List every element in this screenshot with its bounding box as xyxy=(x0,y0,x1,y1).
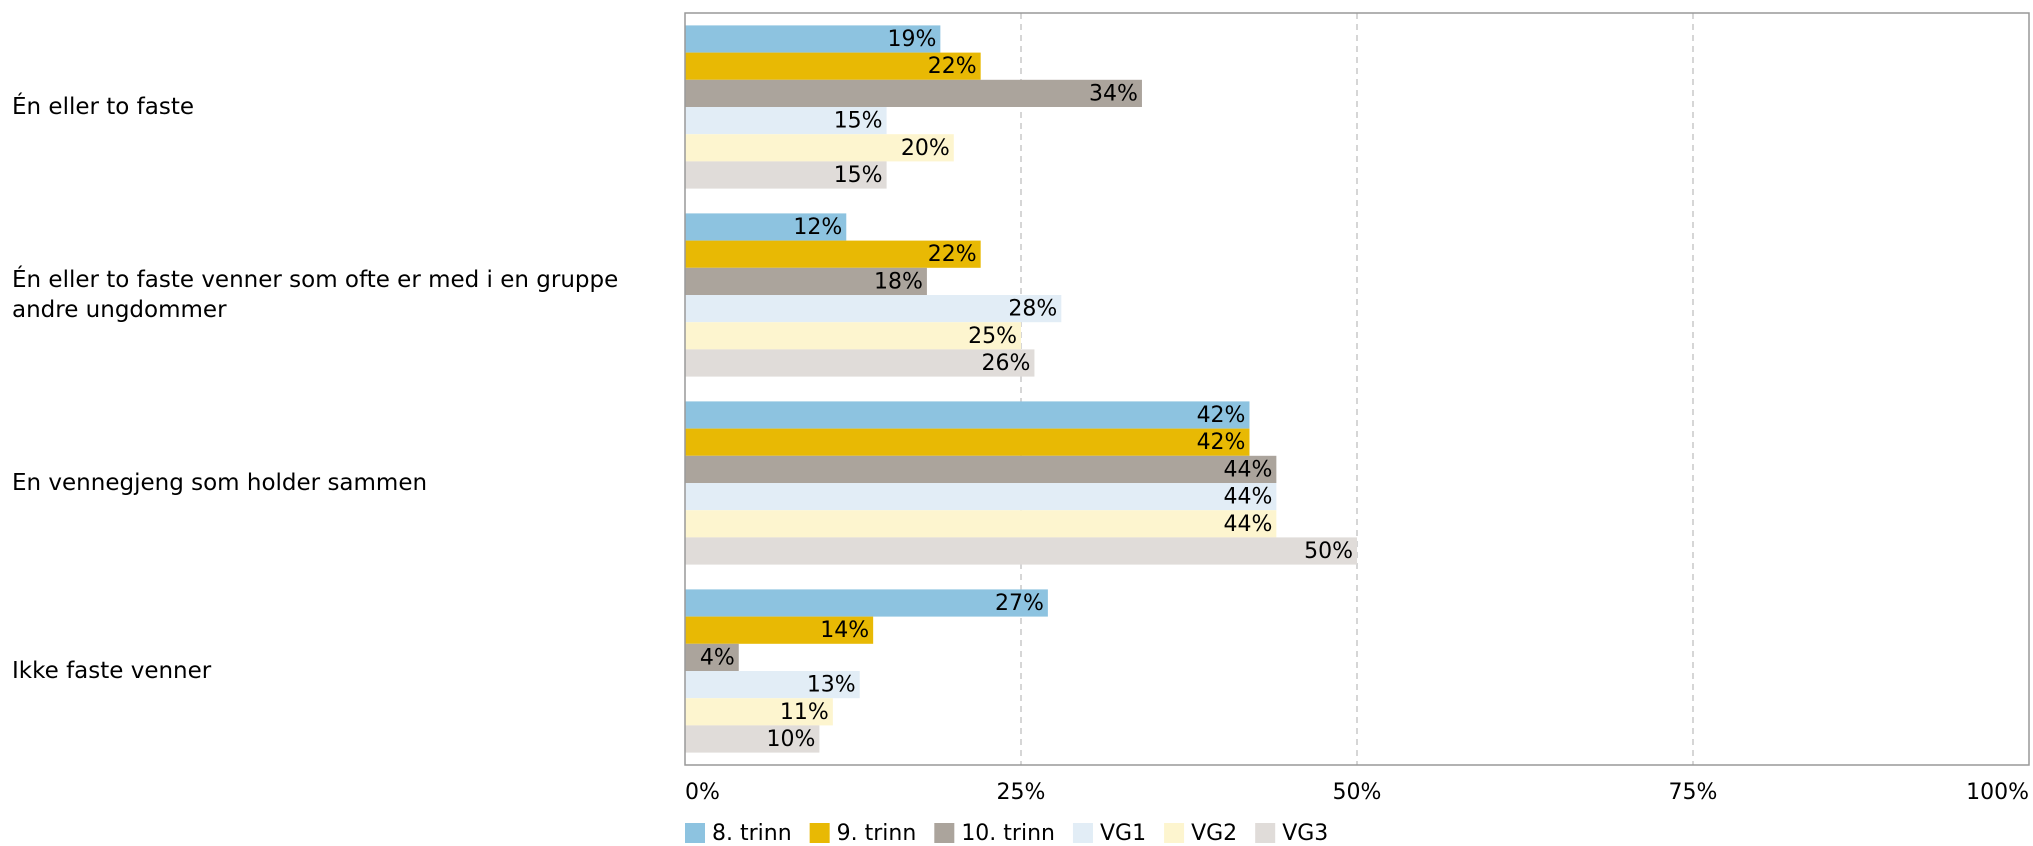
legend-label: VG3 xyxy=(1282,821,1328,846)
bar xyxy=(685,107,887,135)
value-label: 12% xyxy=(793,215,842,240)
value-label: 20% xyxy=(901,136,950,161)
bar xyxy=(685,643,739,671)
legend-swatch xyxy=(1164,823,1185,843)
x-tick-label: 50% xyxy=(1333,780,1382,805)
bar xyxy=(685,25,941,53)
value-label: 44% xyxy=(1223,457,1272,482)
bar xyxy=(685,428,1250,456)
legend-swatch xyxy=(934,823,955,843)
category-label: En vennegjeng som holder sammen xyxy=(12,470,428,496)
value-label: 22% xyxy=(928,54,977,79)
value-label: 34% xyxy=(1089,81,1138,106)
legend-label: VG1 xyxy=(1100,821,1146,846)
value-label: 19% xyxy=(887,27,936,52)
value-label: 14% xyxy=(820,618,869,643)
bar xyxy=(685,267,927,295)
bar xyxy=(685,616,874,644)
value-label: 11% xyxy=(780,700,829,725)
x-tick-label: 100% xyxy=(1966,780,2029,805)
value-label: 15% xyxy=(834,109,883,134)
x-tick-label: 75% xyxy=(1669,780,1718,805)
plot-border xyxy=(684,12,2030,766)
bar xyxy=(685,134,954,162)
x-tick-label: 25% xyxy=(997,780,1046,805)
bar xyxy=(685,589,1048,617)
legend-label: 8. trinn xyxy=(712,821,792,846)
bar xyxy=(685,671,860,699)
bar xyxy=(685,698,833,726)
bar xyxy=(685,161,887,189)
value-label: 44% xyxy=(1223,512,1272,537)
bar xyxy=(685,483,1277,511)
legend-swatch xyxy=(1255,823,1276,843)
value-label: 42% xyxy=(1197,430,1246,455)
value-label: 13% xyxy=(807,673,856,698)
value-label: 18% xyxy=(874,269,923,294)
bar xyxy=(685,213,847,241)
value-label: 27% xyxy=(995,591,1044,616)
legend-swatch xyxy=(1072,823,1093,843)
category-label: Ikke faste venner xyxy=(12,658,212,684)
value-label: 50% xyxy=(1304,539,1353,564)
value-label: 10% xyxy=(766,727,815,752)
legend-label: 10. trinn xyxy=(961,821,1055,846)
x-tick-label: 0% xyxy=(685,780,720,805)
legend-label: 9. trinn xyxy=(837,821,917,846)
category-label: Én eller to faste xyxy=(12,94,195,120)
bar xyxy=(685,322,1021,350)
legend-label: VG2 xyxy=(1191,821,1237,846)
value-label: 4% xyxy=(700,645,735,670)
value-label: 25% xyxy=(968,324,1017,349)
bar xyxy=(685,52,981,80)
value-label: 28% xyxy=(1008,297,1057,322)
legend-swatch xyxy=(809,823,830,843)
bar xyxy=(685,455,1277,483)
value-label: 44% xyxy=(1223,485,1272,510)
bar xyxy=(685,401,1250,429)
value-label: 15% xyxy=(834,163,883,188)
bar xyxy=(685,295,1062,323)
legend-swatch xyxy=(685,823,705,843)
value-label: 22% xyxy=(928,242,977,267)
bar xyxy=(685,510,1277,538)
bar xyxy=(685,349,1035,377)
bar xyxy=(685,240,981,268)
value-label: 42% xyxy=(1197,403,1246,428)
bar xyxy=(685,537,1357,565)
bar xyxy=(685,79,1142,107)
value-label: 26% xyxy=(982,351,1031,376)
bar xyxy=(685,725,820,753)
category-label: Én eller to faste venner som ofte er med… xyxy=(12,267,619,323)
